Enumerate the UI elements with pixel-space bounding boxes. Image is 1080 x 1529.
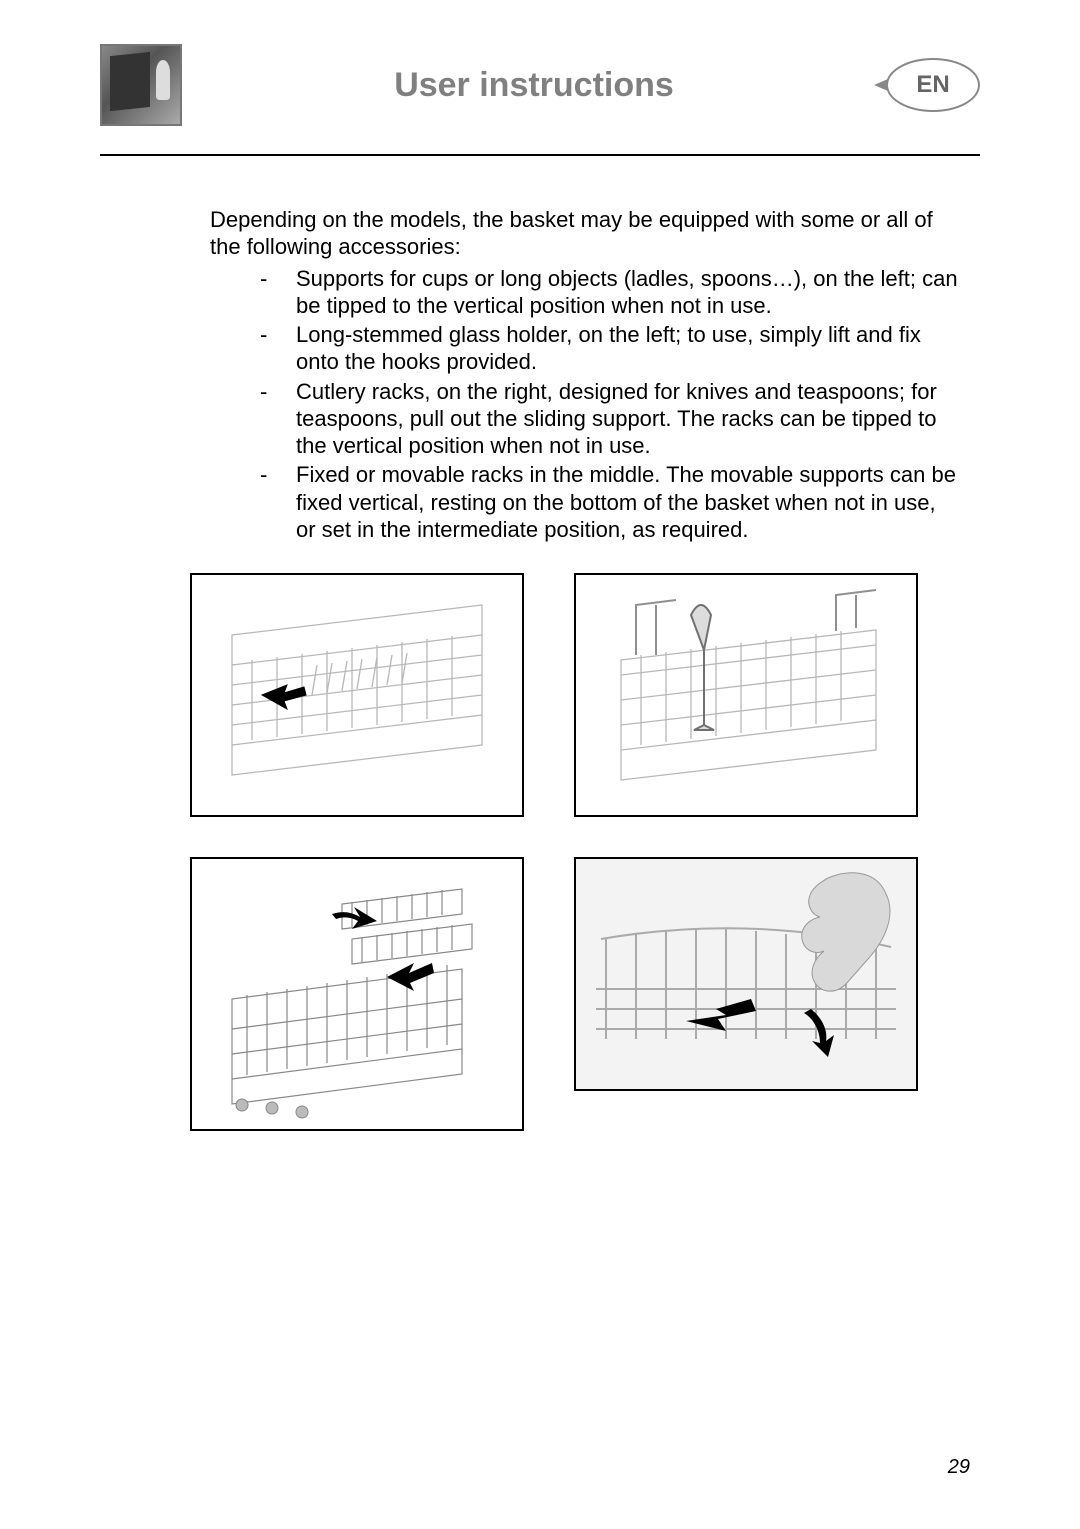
figure-basket-glass-holder xyxy=(574,573,918,817)
figure-basket-cup-support xyxy=(190,573,524,817)
intro-paragraph: Depending on the models, the basket may … xyxy=(210,206,960,261)
body-text: Depending on the models, the basket may … xyxy=(210,206,960,543)
brand-logo-icon xyxy=(100,44,182,126)
page-title: User instructions xyxy=(182,66,886,105)
list-item: Supports for cups or long objects (ladle… xyxy=(250,265,960,320)
list-item: Cutlery racks, on the right, designed fo… xyxy=(250,378,960,460)
figure-grid xyxy=(190,573,980,1131)
accessory-list: Supports for cups or long objects (ladle… xyxy=(250,265,960,544)
list-item: Long-stemmed glass holder, on the left; … xyxy=(250,321,960,376)
list-item: Fixed or movable racks in the middle. Th… xyxy=(250,461,960,543)
figure-basket-cutlery-rack xyxy=(190,857,524,1131)
header-rule xyxy=(100,154,980,156)
page-number: 29 xyxy=(948,1456,970,1479)
language-badge: EN xyxy=(886,58,980,112)
manual-page: User instructions EN Depending on the mo… xyxy=(0,0,1080,1529)
figure-row xyxy=(190,573,980,817)
figure-row xyxy=(190,857,980,1131)
page-header: User instructions EN xyxy=(100,40,980,130)
figure-basket-hand-adjust xyxy=(574,857,918,1091)
